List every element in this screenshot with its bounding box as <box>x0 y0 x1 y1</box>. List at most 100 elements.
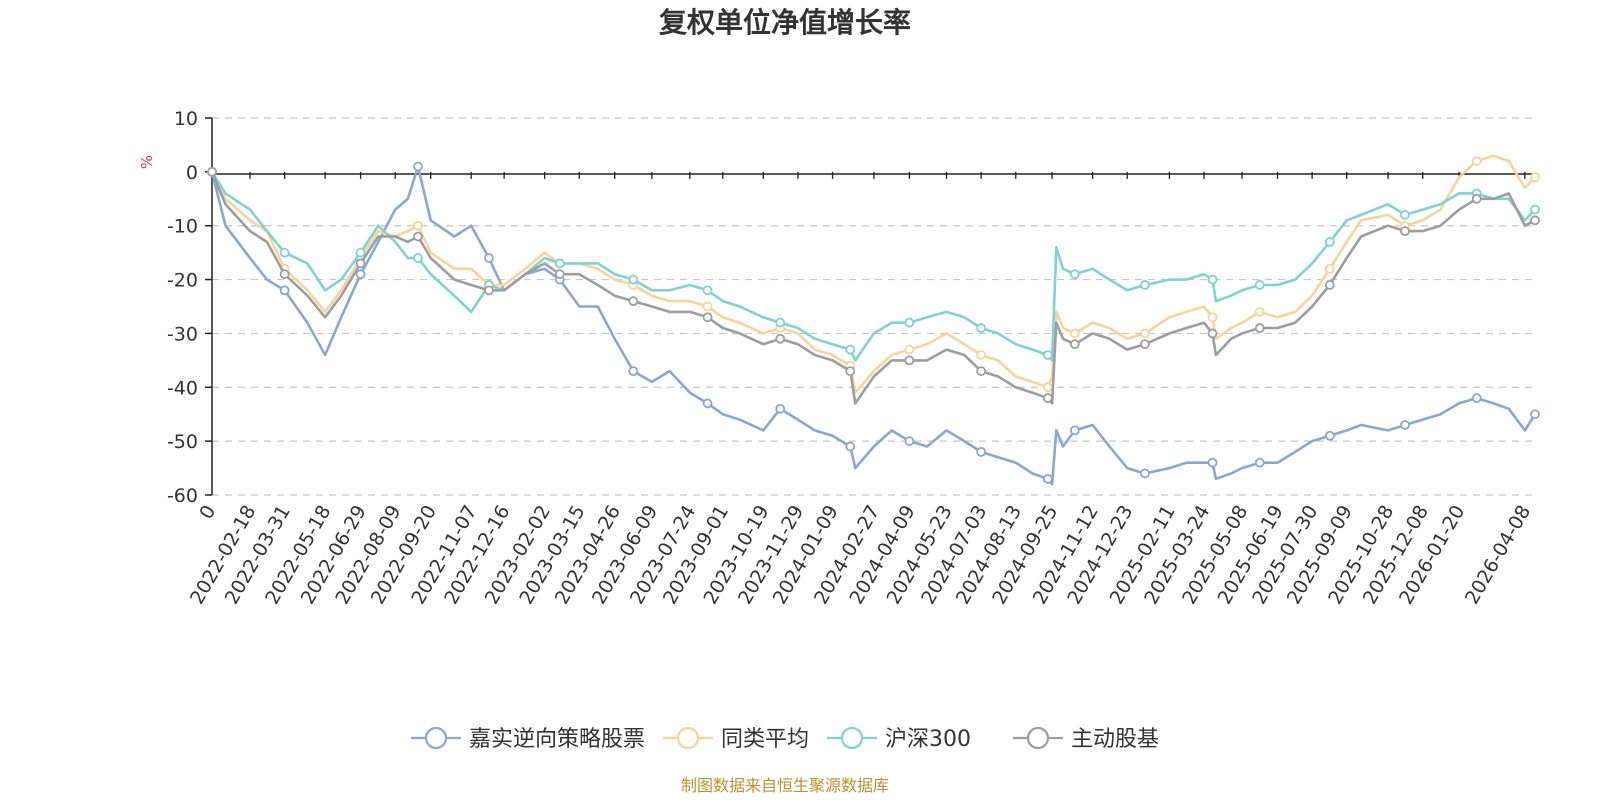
legend-marker-icon <box>840 726 864 750</box>
data-point <box>413 253 423 263</box>
data-point <box>1400 210 1410 220</box>
data-point <box>355 269 366 280</box>
data-point <box>702 301 713 312</box>
data-point <box>1042 382 1053 393</box>
series-line <box>210 170 1537 362</box>
data-point <box>1207 274 1218 285</box>
series-line <box>210 165 1537 486</box>
data-point <box>1207 457 1218 468</box>
y-tick-label: -60 <box>167 485 198 507</box>
source-note: 制图数据来自恒生聚源数据库 <box>681 776 889 795</box>
data-point <box>775 403 786 414</box>
legend-label: 同类平均 <box>721 727 809 752</box>
data-point <box>702 312 713 323</box>
data-point <box>1254 457 1265 468</box>
data-point <box>1042 393 1053 403</box>
data-point <box>1254 306 1265 317</box>
data-point <box>554 269 565 280</box>
data-point <box>1042 350 1053 360</box>
data-point <box>976 323 987 333</box>
data-point <box>976 447 987 457</box>
data-point <box>279 247 290 258</box>
data-point <box>279 285 290 296</box>
series-lines <box>207 154 1540 486</box>
y-axis-ticks: 10 0 -10 -20 -30 -40 -50 -60 <box>167 108 212 507</box>
data-point <box>413 231 423 242</box>
data-point <box>845 441 856 452</box>
data-point <box>775 317 786 328</box>
data-point <box>845 344 856 355</box>
legend-item[interactable]: 嘉实逆向策略股票 <box>411 726 645 752</box>
series-3 <box>207 166 1540 405</box>
data-point <box>1069 339 1080 350</box>
data-point <box>413 161 423 172</box>
data-point <box>904 436 915 447</box>
y-tick-label: 10 <box>174 108 198 130</box>
y-tick-label: -30 <box>167 323 198 345</box>
x-tick-label-origin: 0 <box>195 502 220 523</box>
data-point <box>1324 263 1335 274</box>
data-point <box>1140 468 1150 479</box>
data-point <box>1069 425 1080 436</box>
data-point <box>1140 328 1150 339</box>
data-point <box>1471 393 1482 403</box>
data-point <box>413 220 423 231</box>
series-2 <box>207 166 1540 362</box>
data-point <box>1069 269 1080 280</box>
series-line <box>210 170 1537 405</box>
legend-item[interactable]: 同类平均 <box>663 726 809 752</box>
data-point <box>1324 430 1335 441</box>
data-point <box>355 258 366 269</box>
y-tick-label: -20 <box>167 270 198 292</box>
data-point <box>279 269 290 280</box>
data-point <box>207 166 217 177</box>
data-point <box>1207 312 1218 323</box>
data-point <box>1530 172 1540 183</box>
data-point <box>628 296 639 307</box>
x-tick-label: 2026-04-08 <box>1461 502 1535 609</box>
legend: 嘉实逆向策略股票 同类平均 沪深300 主动股基 <box>411 726 1159 752</box>
data-point <box>904 317 915 328</box>
data-point <box>1069 328 1080 339</box>
data-point <box>484 285 494 296</box>
legend-marker-icon <box>1026 726 1050 750</box>
legend-item[interactable]: 沪深300 <box>827 726 971 752</box>
data-point <box>976 350 987 360</box>
data-point <box>1042 473 1053 484</box>
data-point <box>976 366 987 377</box>
data-point <box>628 366 639 377</box>
data-point <box>904 355 915 366</box>
legend-label: 沪深300 <box>885 727 971 752</box>
data-point <box>775 333 786 344</box>
y-tick-label: -50 <box>167 431 198 453</box>
data-point <box>484 253 494 263</box>
legend-marker-icon <box>676 726 700 750</box>
data-point <box>1254 280 1265 290</box>
y-axis-unit: % <box>138 155 156 169</box>
data-point <box>628 274 639 285</box>
data-point <box>702 285 713 296</box>
series-1 <box>207 154 1540 394</box>
data-point <box>1254 323 1265 333</box>
data-point <box>1530 215 1540 226</box>
data-point <box>1530 204 1540 215</box>
data-point <box>904 344 915 355</box>
data-point <box>1471 156 1482 166</box>
data-point <box>355 247 366 258</box>
data-point <box>1324 236 1335 247</box>
legend-label: 主动股基 <box>1071 727 1159 752</box>
data-point <box>845 366 856 377</box>
legend-marker-icon <box>424 726 448 750</box>
y-tick-label: 0 <box>186 162 198 184</box>
data-point <box>1400 226 1410 237</box>
data-point <box>1207 328 1218 339</box>
y-tick-label: -10 <box>167 216 198 238</box>
data-point <box>702 398 713 409</box>
chart-title: 复权单位净值增长率 <box>659 6 911 39</box>
data-point <box>1400 420 1410 430</box>
legend-label: 嘉实逆向策略股票 <box>469 727 645 752</box>
data-point <box>1471 193 1482 204</box>
data-point <box>554 258 565 269</box>
data-point <box>1324 280 1335 290</box>
legend-item[interactable]: 主动股基 <box>1013 726 1159 752</box>
